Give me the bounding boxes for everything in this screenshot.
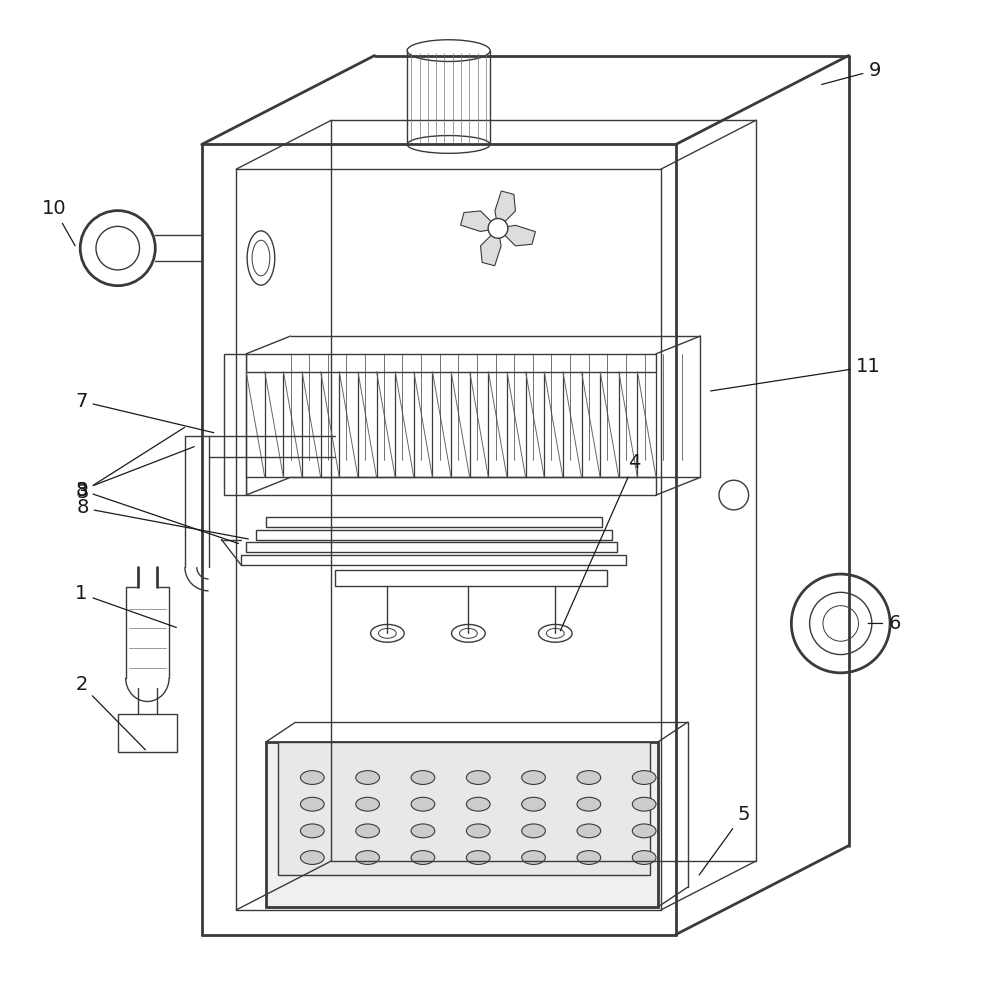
- Ellipse shape: [577, 824, 601, 838]
- Text: 5: 5: [699, 805, 750, 875]
- Circle shape: [81, 211, 155, 286]
- Bar: [266, 742, 658, 907]
- Ellipse shape: [301, 797, 324, 811]
- Polygon shape: [460, 211, 498, 231]
- Text: 4: 4: [561, 453, 640, 631]
- Ellipse shape: [632, 851, 656, 864]
- Circle shape: [488, 219, 508, 238]
- Ellipse shape: [466, 771, 490, 784]
- Ellipse shape: [466, 851, 490, 864]
- Ellipse shape: [466, 797, 490, 811]
- Ellipse shape: [407, 40, 490, 61]
- Ellipse shape: [539, 624, 572, 642]
- Ellipse shape: [411, 851, 435, 864]
- Ellipse shape: [301, 824, 324, 838]
- Text: 3: 3: [76, 447, 194, 500]
- Ellipse shape: [522, 851, 546, 864]
- Text: 3: 3: [77, 427, 184, 502]
- Text: 9: 9: [822, 61, 880, 84]
- Polygon shape: [498, 225, 536, 246]
- Circle shape: [96, 226, 139, 270]
- Bar: [335, 570, 607, 586]
- Ellipse shape: [632, 771, 656, 784]
- Circle shape: [810, 592, 872, 655]
- Bar: [256, 530, 612, 540]
- Text: 6: 6: [869, 614, 900, 633]
- Text: 8: 8: [76, 481, 239, 544]
- Ellipse shape: [252, 240, 270, 276]
- Ellipse shape: [301, 851, 324, 864]
- Bar: [241, 555, 626, 565]
- Ellipse shape: [356, 797, 379, 811]
- Ellipse shape: [522, 771, 546, 784]
- Bar: [278, 742, 650, 875]
- Ellipse shape: [411, 824, 435, 838]
- Bar: [224, 354, 246, 495]
- Ellipse shape: [577, 771, 601, 784]
- Text: 1: 1: [76, 584, 176, 627]
- Ellipse shape: [356, 824, 379, 838]
- Bar: [246, 354, 656, 372]
- Ellipse shape: [577, 851, 601, 864]
- Bar: [266, 517, 602, 527]
- Ellipse shape: [356, 851, 379, 864]
- Bar: [118, 714, 177, 752]
- Circle shape: [792, 574, 890, 673]
- Circle shape: [719, 480, 749, 510]
- Ellipse shape: [247, 231, 275, 285]
- Bar: [246, 477, 656, 495]
- Ellipse shape: [356, 771, 379, 784]
- Polygon shape: [495, 191, 516, 228]
- Ellipse shape: [632, 824, 656, 838]
- Ellipse shape: [466, 824, 490, 838]
- Ellipse shape: [411, 797, 435, 811]
- Text: 10: 10: [42, 199, 75, 246]
- Ellipse shape: [451, 624, 485, 642]
- Ellipse shape: [547, 628, 564, 638]
- Ellipse shape: [577, 797, 601, 811]
- Text: 7: 7: [76, 392, 214, 433]
- Ellipse shape: [632, 797, 656, 811]
- Ellipse shape: [411, 771, 435, 784]
- Bar: [246, 542, 617, 552]
- Text: 2: 2: [76, 675, 145, 750]
- Circle shape: [823, 606, 859, 641]
- Ellipse shape: [301, 771, 324, 784]
- Ellipse shape: [522, 797, 546, 811]
- Ellipse shape: [407, 136, 490, 153]
- Ellipse shape: [378, 628, 396, 638]
- Polygon shape: [480, 228, 501, 266]
- Text: 11: 11: [710, 357, 880, 391]
- Ellipse shape: [459, 628, 477, 638]
- Text: 8: 8: [77, 498, 248, 539]
- Ellipse shape: [522, 824, 546, 838]
- Ellipse shape: [371, 624, 404, 642]
